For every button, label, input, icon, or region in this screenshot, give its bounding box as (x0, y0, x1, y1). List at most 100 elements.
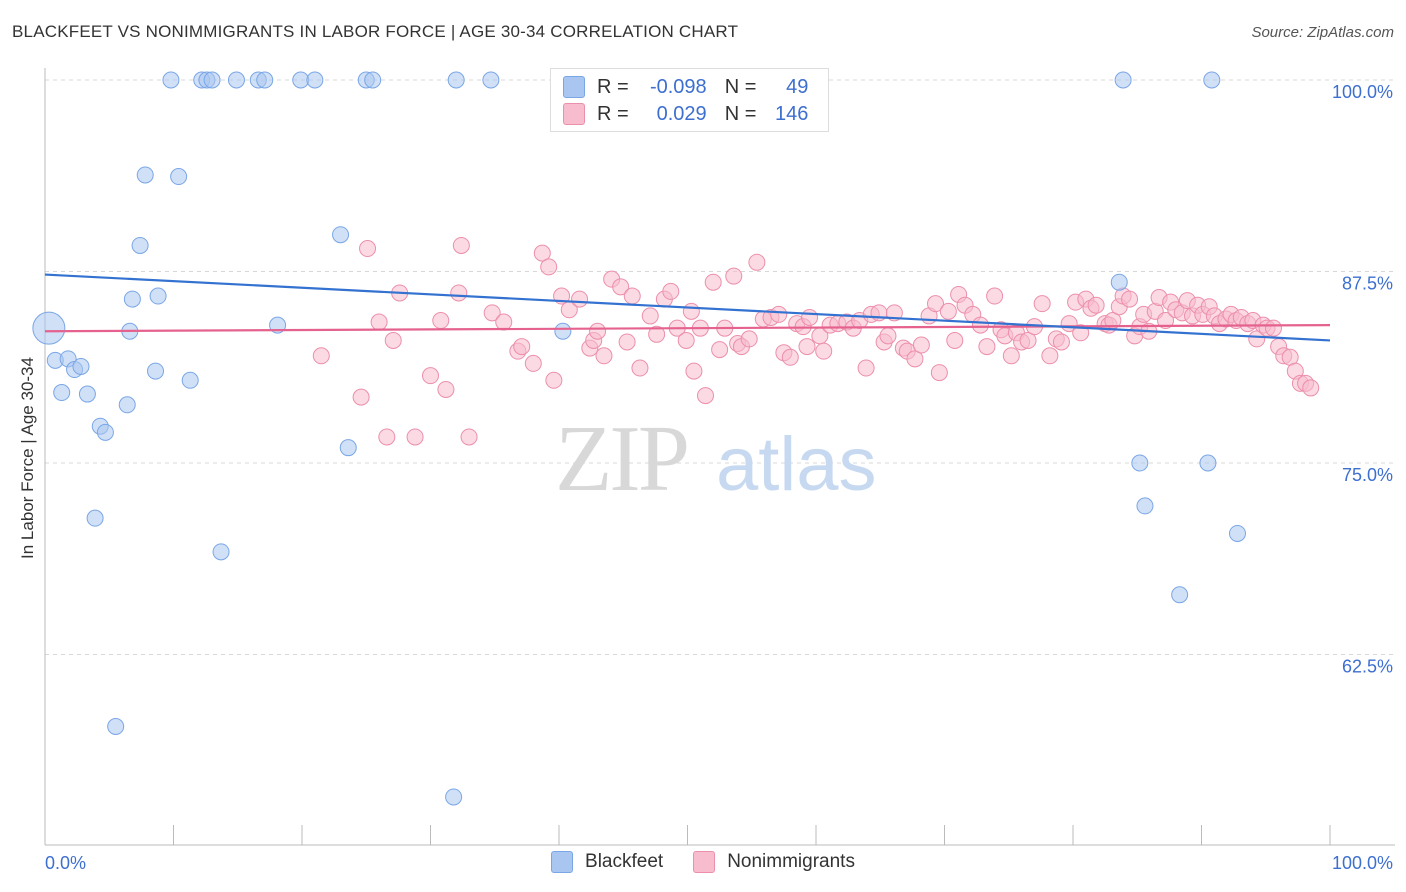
nonimmigrants-point (483, 304, 501, 322)
nonimmigrants-trend-line (44, 324, 1331, 333)
nonimmigrants-point (682, 302, 700, 320)
blackfeet-point (162, 71, 180, 89)
grid-layer (45, 79, 1395, 655)
nonimmigrants-point (1302, 379, 1320, 397)
blackfeet-point (131, 236, 149, 254)
legend-item-nonimmigrants[interactable]: Nonimmigrants (693, 851, 855, 873)
blackfeet-point (136, 166, 154, 184)
nonimmigrants-point (452, 236, 470, 254)
nonimmigrants-point (1157, 312, 1175, 330)
nonimmigrants-point (359, 240, 377, 258)
blackfeet-point (292, 71, 310, 89)
nonimmigrants-point (927, 295, 945, 313)
source-credit: Source: ZipAtlas.com (1251, 24, 1394, 41)
legend-item-blackfeet[interactable]: Blackfeet (551, 851, 663, 873)
nonimmigrants-point (540, 258, 558, 276)
nonimmigrants-point (685, 362, 703, 380)
nonimmigrants-point (641, 307, 659, 325)
axis-layer (44, 68, 1395, 846)
n-value: 49 (786, 75, 809, 98)
blackfeet-point (1114, 71, 1132, 89)
nonimmigrants-point (1002, 347, 1020, 365)
nonimmigrants-points (312, 236, 1320, 446)
blackfeet-point (1131, 454, 1149, 472)
nonimmigrants-point (748, 253, 766, 271)
nonimmigrants-point (648, 325, 666, 343)
nonimmigrants-point (677, 331, 695, 349)
nonimmigrants-point (406, 428, 424, 446)
nonimmigrants-point (1121, 290, 1139, 308)
nonimmigrants-point (798, 338, 816, 356)
nonimmigrants-point (978, 338, 996, 356)
watermark-zip: ZIP (555, 407, 687, 511)
nonimmigrants-point (704, 273, 722, 291)
r-label: R = (597, 75, 629, 98)
nonimmigrants-point (495, 313, 513, 331)
nonimmigrants-point (986, 287, 1004, 305)
nonimmigrants-point (370, 313, 388, 331)
nonimmigrants-point (939, 302, 957, 320)
blackfeet-point (447, 71, 465, 89)
nonimmigrants-point (545, 371, 563, 389)
n-value: 146 (775, 102, 809, 125)
x-tick-label: 0.0% (45, 853, 86, 873)
nonimmigrants-point (432, 312, 450, 330)
n-label: N = (724, 102, 757, 125)
nonimmigrants-point (312, 347, 330, 365)
nonimmigrants-point (879, 327, 897, 345)
blackfeet-point (227, 71, 245, 89)
nonimmigrants-point (1087, 296, 1105, 314)
y-tick-label: 75.0% (1342, 465, 1393, 485)
blackfeet-point (339, 439, 357, 457)
r-value: -0.098 (649, 75, 707, 98)
blackfeet-point (203, 71, 221, 89)
nonimmigrants-swatch (693, 851, 716, 873)
blackfeet-point (107, 718, 125, 736)
nonimmigrants-swatch (563, 103, 585, 125)
nonimmigrants-point (971, 316, 989, 334)
nonimmigrants-point (946, 331, 964, 349)
nonimmigrants-point (781, 348, 799, 366)
nonimmigrants-point (1248, 330, 1266, 348)
y-tick-label: 100.0% (1332, 82, 1393, 102)
trend-lines (44, 273, 1331, 342)
blackfeet-trend-line (44, 273, 1331, 342)
nonimmigrants-point (815, 342, 833, 360)
nonimmigrants-point (513, 338, 531, 356)
n-label: N = (724, 75, 757, 98)
blackfeet-point (149, 287, 167, 305)
nonimmigrants-point (912, 336, 930, 354)
legend-row-nonimmigrants: R = 0.029 N = 146 (563, 101, 808, 127)
nonimmigrants-point (437, 380, 455, 398)
correlation-legend: R = -0.098 N = 49 R = 0.029 N = 146 (550, 68, 829, 132)
nonimmigrants-point (770, 305, 788, 323)
r-value: 0.029 (656, 102, 707, 125)
blackfeet-point (364, 71, 382, 89)
nonimmigrants-point (524, 354, 542, 372)
blackfeet-point (181, 371, 199, 389)
legend-row-blackfeet: R = -0.098 N = 49 (563, 74, 808, 100)
legend-label: Blackfeet (585, 851, 664, 872)
y-tick-label: 62.5% (1342, 657, 1393, 677)
r-label: R = (597, 102, 629, 125)
series-legend: Blackfeet Nonimmigrants (0, 851, 1406, 873)
nonimmigrants-point (623, 287, 641, 305)
nonimmigrants-point (1019, 331, 1037, 349)
nonimmigrants-point (595, 347, 613, 365)
blackfeet-swatch (551, 851, 574, 873)
blackfeet-point (1136, 497, 1154, 515)
chart-title: BLACKFEET VS NONIMMIGRANTS IN LABOR FORC… (12, 22, 739, 41)
blackfeet-point (1228, 524, 1246, 542)
blackfeet-point (1171, 586, 1189, 604)
x-tick-label: 100.0% (1332, 853, 1393, 873)
blackfeet-point (1199, 454, 1217, 472)
blackfeet-point (1110, 273, 1128, 291)
nonimmigrants-point (450, 284, 468, 302)
nonimmigrants-point (906, 350, 924, 368)
blackfeet-point (170, 168, 188, 186)
nonimmigrants-point (352, 388, 370, 406)
nonimmigrants-point (1052, 333, 1070, 351)
nonimmigrants-point (1033, 295, 1051, 313)
nonimmigrants-point (857, 359, 875, 377)
